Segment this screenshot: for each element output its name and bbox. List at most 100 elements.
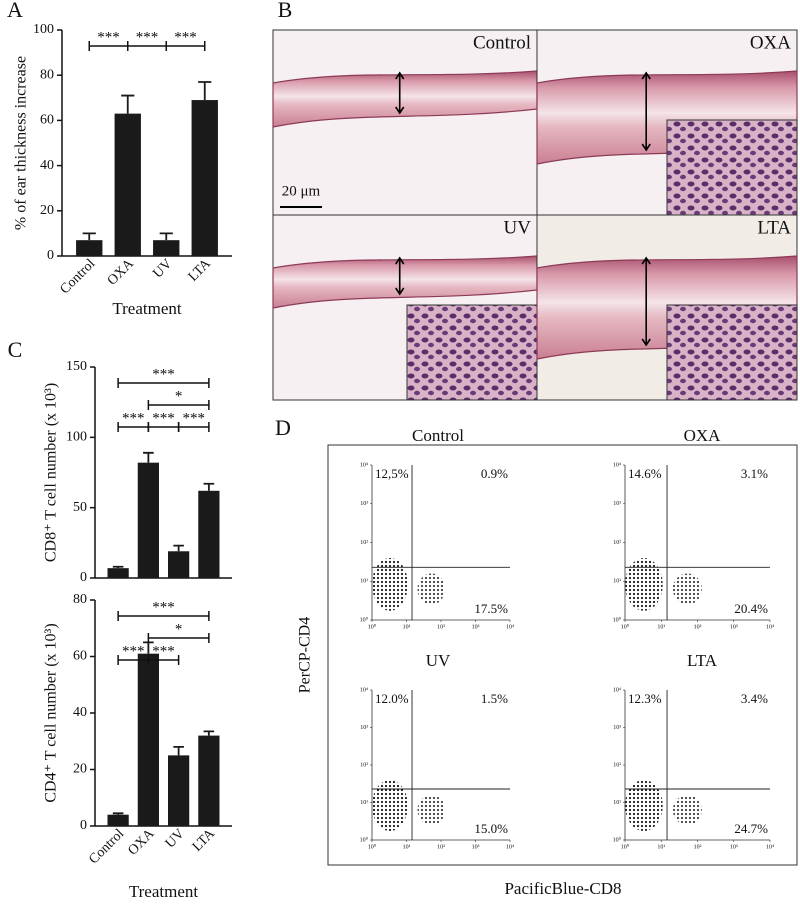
x-tick-label: OXA — [125, 826, 158, 859]
error-bar — [121, 94, 135, 114]
significance-label: *** — [152, 599, 175, 615]
tile-title: LTA — [757, 217, 791, 238]
x-tick-label: UV — [163, 826, 188, 851]
x-tick-label: 10² — [437, 844, 445, 850]
y-axis-title: % of ear thickness increase — [13, 56, 30, 230]
x-axis-title: PacificBlue-CD8 — [504, 879, 621, 898]
plot-title: OXA — [684, 426, 722, 445]
significance-bracket — [165, 41, 206, 51]
y-tick-label: 10¹ — [613, 800, 621, 806]
x-tick-label: 10¹ — [657, 624, 665, 630]
y-tick-label: 60 — [73, 649, 87, 664]
x-tick-label: 10⁴ — [766, 624, 774, 630]
x-tick-label: 10² — [437, 624, 445, 630]
significance-bracket — [147, 655, 180, 665]
quadrant-label: 3.1% — [741, 466, 768, 481]
x-tick-label: Control — [57, 256, 98, 297]
error-bar — [173, 544, 184, 552]
y-tick-label: 50 — [73, 500, 87, 515]
histology-tile: Control — [272, 29, 538, 216]
error-bar — [143, 451, 154, 463]
x-axis-title: Treatment — [112, 299, 182, 318]
significance-bracket — [147, 633, 210, 643]
x-tick-label: Control — [86, 826, 127, 867]
bar — [107, 814, 129, 826]
y-tick-label: 10² — [360, 540, 368, 546]
y-tick-label: 40 — [73, 705, 87, 720]
tile-background — [272, 29, 538, 216]
x-tick-label: 10³ — [730, 624, 738, 630]
y-tick-label: 10³ — [613, 501, 621, 507]
quadrant-label: 24.7% — [734, 821, 768, 836]
significance-label: *** — [122, 643, 145, 659]
significance-label: *** — [152, 410, 175, 426]
bar — [114, 113, 141, 257]
x-tick-label: LTA — [186, 256, 215, 285]
quadrant-label: 20.4% — [734, 601, 768, 616]
y-tick-label: 10⁴ — [613, 687, 621, 693]
y-tick-label: 10² — [360, 762, 368, 768]
histology-tile: LTA — [536, 214, 798, 401]
plot-title: Control — [412, 426, 464, 445]
bar — [168, 755, 190, 826]
cell-cloud — [625, 780, 663, 831]
error-bar — [173, 746, 184, 756]
y-tick-label: 0 — [80, 570, 87, 585]
significance-label: * — [175, 621, 183, 637]
panel-label: B — [278, 0, 293, 22]
x-tick-label: 10⁴ — [766, 844, 774, 850]
inset — [406, 304, 538, 401]
inset — [666, 119, 798, 216]
bar — [107, 568, 129, 578]
significance-label: *** — [136, 29, 159, 45]
y-tick-label: 10³ — [360, 501, 368, 507]
x-tick-label: 10³ — [472, 624, 480, 630]
error-bar — [159, 232, 173, 241]
y-tick-label: 20 — [40, 203, 54, 218]
bar — [153, 240, 180, 256]
x-tick-label: 10⁰ — [621, 623, 630, 630]
flow-frame — [327, 444, 798, 866]
x-tick-label: UV — [150, 256, 175, 281]
significance-label: *** — [97, 29, 120, 45]
y-tick-label: 10⁰ — [613, 616, 622, 623]
error-bar — [203, 730, 215, 736]
significance-bracket — [117, 611, 210, 621]
y-tick-label: 10⁰ — [360, 616, 369, 623]
y-tick-label: 10² — [613, 762, 621, 768]
cell-cloud — [672, 573, 702, 605]
y-tick-label: 20 — [73, 762, 87, 777]
y-tick-label: 100 — [33, 22, 54, 37]
y-tick-label: 10¹ — [613, 579, 621, 585]
bar — [198, 735, 220, 826]
error-bar — [198, 81, 212, 101]
y-tick-label: 10⁰ — [613, 836, 622, 843]
quadrant-label: 15.0% — [474, 821, 508, 836]
y-tick-label: 80 — [73, 592, 87, 607]
y-tick-label: 10⁰ — [360, 836, 369, 843]
y-tick-label: 10² — [613, 540, 621, 546]
thickness-arrow — [641, 256, 651, 347]
y-tick-label: 10³ — [613, 725, 621, 731]
significance-label: *** — [152, 366, 175, 382]
y-tick-label: 10¹ — [360, 579, 368, 585]
y-tick-label: 80 — [40, 67, 54, 82]
tile-title: Control — [473, 32, 531, 53]
x-tick-label: 10⁴ — [506, 844, 514, 850]
y-tick-label: 150 — [66, 359, 87, 374]
bar — [198, 490, 220, 578]
error-bar — [112, 565, 124, 569]
y-tick-label: 0 — [47, 248, 54, 263]
inset — [666, 304, 798, 401]
bar — [137, 653, 159, 826]
thickness-arrow — [395, 256, 405, 296]
y-axis-title: CD4⁺ T cell number (x 10³) — [43, 623, 60, 802]
cell-cloud — [672, 795, 702, 825]
y-tick-label: 10³ — [360, 725, 368, 731]
y-tick-label: 100 — [66, 430, 87, 445]
x-tick-label: 10² — [694, 844, 702, 850]
quadrant-label: 12.3% — [628, 691, 662, 706]
x-tick-label: 10⁰ — [368, 843, 377, 850]
cell-cloud — [372, 780, 408, 831]
y-tick-label: 0 — [80, 818, 87, 833]
